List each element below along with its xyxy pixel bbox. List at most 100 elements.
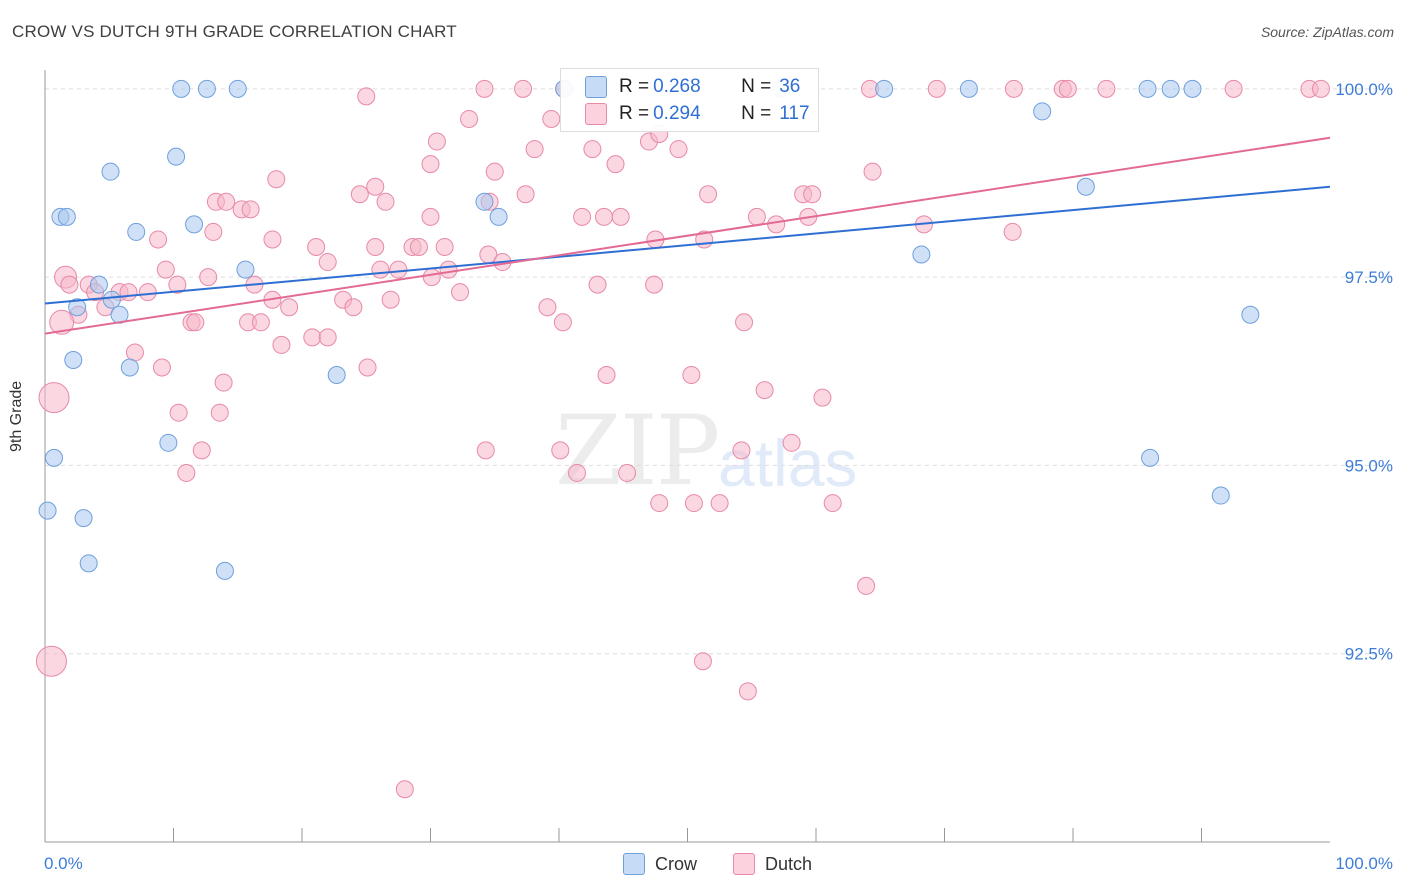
dutch-r-label: R = bbox=[619, 103, 650, 124]
dutch-n-value: 117 bbox=[779, 103, 810, 124]
dutch-point bbox=[38, 382, 70, 414]
dutch-legend-swatch bbox=[733, 853, 755, 875]
dutch-point bbox=[618, 463, 637, 482]
crow-point bbox=[875, 79, 894, 98]
dutch-point bbox=[650, 494, 669, 513]
dutch-point bbox=[485, 162, 504, 181]
crow-point bbox=[102, 290, 121, 309]
dutch-point bbox=[366, 237, 385, 256]
dutch-point bbox=[214, 373, 233, 392]
dutch-point bbox=[669, 140, 688, 159]
crow-n-value: 36 bbox=[779, 76, 801, 97]
dutch-point bbox=[177, 463, 196, 482]
dutch-point bbox=[427, 132, 446, 151]
dutch-point bbox=[553, 313, 572, 332]
dutch-point bbox=[1003, 222, 1022, 241]
dutch-point bbox=[573, 207, 592, 226]
crow-point bbox=[74, 509, 93, 528]
dutch-trend-line bbox=[44, 136, 1331, 335]
crow-point bbox=[68, 298, 87, 317]
dutch-point bbox=[435, 237, 454, 256]
dutch-point bbox=[588, 275, 607, 294]
crow-point bbox=[167, 147, 186, 166]
dutch-point bbox=[422, 268, 441, 287]
dutch-point bbox=[210, 403, 229, 422]
dutch-point bbox=[857, 576, 876, 595]
x-tick-label: 100.0% bbox=[1335, 854, 1393, 873]
crow-legend-swatch bbox=[623, 853, 645, 875]
dutch-point bbox=[149, 230, 168, 249]
legend-item-dutch[interactable]: Dutch bbox=[733, 852, 812, 876]
dutch-point bbox=[1058, 79, 1077, 98]
crow-point bbox=[127, 222, 146, 241]
dutch-point bbox=[747, 207, 766, 226]
dutch-point bbox=[169, 403, 188, 422]
crow-point bbox=[110, 305, 129, 324]
crow-swatch bbox=[585, 76, 607, 98]
crow-point bbox=[120, 358, 139, 377]
dutch-point bbox=[376, 192, 395, 211]
crow-legend-label: Crow bbox=[655, 853, 698, 874]
dutch-point bbox=[192, 441, 211, 460]
dutch-point bbox=[152, 358, 171, 377]
crow-point bbox=[1138, 79, 1157, 98]
dutch-point bbox=[684, 494, 703, 513]
dutch-point bbox=[125, 343, 144, 362]
dutch-point bbox=[199, 268, 218, 287]
crow-point bbox=[159, 433, 178, 452]
crow-point bbox=[236, 260, 255, 279]
dutch-point bbox=[551, 441, 570, 460]
y-tick-label: 97.5% bbox=[1345, 268, 1393, 287]
source-label: Source: ZipAtlas.com bbox=[1260, 24, 1394, 40]
dutch-point bbox=[267, 170, 286, 189]
dutch-point bbox=[813, 388, 832, 407]
legend-row-crow: R = 0.268 N = 36 bbox=[585, 75, 800, 99]
dutch-point bbox=[767, 215, 786, 234]
chart-title: CROW VS DUTCH 9TH GRADE CORRELATION CHAR… bbox=[12, 22, 457, 41]
y-axis-label: 9th Grade bbox=[8, 380, 25, 452]
crow-point bbox=[89, 275, 108, 294]
crow-point bbox=[1076, 177, 1095, 196]
crow-point bbox=[79, 554, 98, 573]
dutch-point bbox=[710, 494, 729, 513]
dutch-point bbox=[538, 298, 557, 317]
crow-point bbox=[1183, 79, 1202, 98]
dutch-point bbox=[280, 298, 299, 317]
dutch-point bbox=[611, 207, 630, 226]
dutch-point bbox=[241, 200, 260, 219]
crow-point bbox=[1141, 448, 1160, 467]
crow-point bbox=[1033, 102, 1052, 121]
dutch-point bbox=[35, 645, 67, 677]
crow-point bbox=[64, 350, 83, 369]
x-tick-label: 0.0% bbox=[44, 854, 83, 873]
dutch-point bbox=[156, 260, 175, 279]
crow-point bbox=[172, 79, 191, 98]
dutch-point bbox=[542, 109, 561, 128]
dutch-point bbox=[525, 140, 544, 159]
legend-row-dutch: R = 0.294 N = 117 bbox=[585, 102, 810, 126]
dutch-point bbox=[699, 185, 718, 204]
dutch-point bbox=[168, 275, 187, 294]
dutch-point bbox=[583, 140, 602, 159]
dutch-point bbox=[803, 185, 822, 204]
dutch-point bbox=[303, 328, 322, 347]
crow-r-value: 0.268 bbox=[653, 76, 701, 97]
legend-item-crow[interactable]: Crow bbox=[623, 852, 697, 876]
dutch-point bbox=[1097, 79, 1116, 98]
dutch-point bbox=[597, 366, 616, 385]
dutch-point bbox=[318, 253, 337, 272]
dutch-point bbox=[863, 162, 882, 181]
dutch-legend-label: Dutch bbox=[765, 853, 813, 874]
dutch-point bbox=[439, 260, 458, 279]
dutch-n-label: N = bbox=[741, 103, 772, 124]
dutch-point bbox=[782, 433, 801, 452]
watermark-zip: ZIP bbox=[555, 395, 720, 507]
dutch-point bbox=[409, 237, 428, 256]
dutch-point bbox=[49, 309, 75, 335]
dutch-point bbox=[272, 335, 291, 354]
dutch-point bbox=[344, 298, 363, 317]
dutch-point bbox=[60, 275, 79, 294]
dutch-point bbox=[119, 283, 138, 302]
dutch-point bbox=[204, 222, 223, 241]
dutch-r-value: 0.294 bbox=[653, 103, 701, 124]
